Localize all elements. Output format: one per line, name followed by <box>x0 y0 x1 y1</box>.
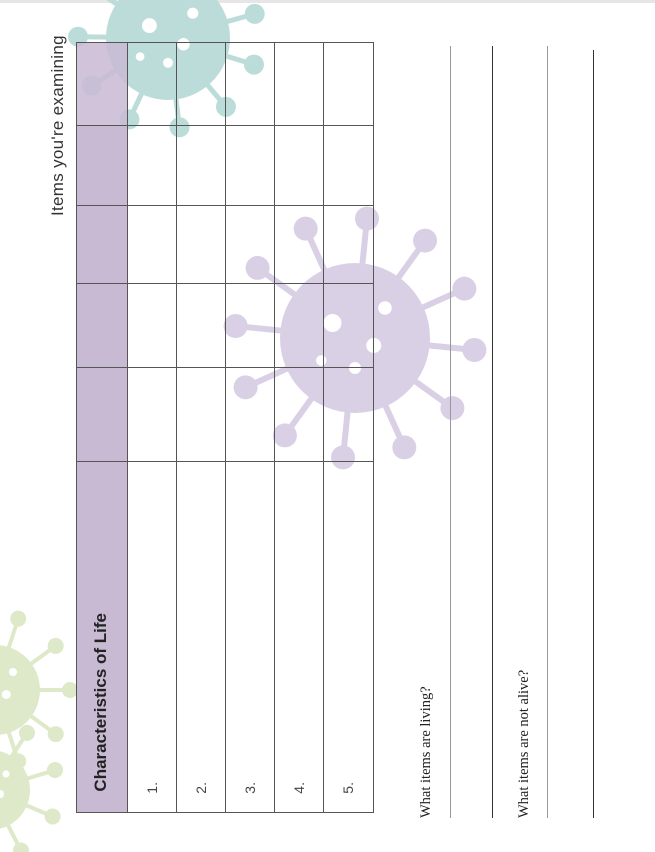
virus-purple-icon <box>223 206 487 470</box>
table-cell[interactable] <box>323 205 374 284</box>
answer-line-living-2[interactable] <box>492 46 493 818</box>
table-cell[interactable] <box>225 42 275 126</box>
table-cell[interactable] <box>127 42 177 126</box>
table-cell[interactable] <box>176 205 226 284</box>
virus-green-icon <box>0 610 78 770</box>
table-cell[interactable] <box>176 367 226 462</box>
answer-line-not-alive-2[interactable] <box>593 50 594 818</box>
table-cell[interactable] <box>225 205 275 284</box>
table-cell[interactable] <box>323 283 374 368</box>
question-not-alive: What items are not alive? <box>516 669 532 818</box>
table-cell[interactable] <box>274 205 324 284</box>
table-cell[interactable] <box>274 42 324 126</box>
items-examining-label: Items you're examining <box>48 35 67 216</box>
table-cell[interactable] <box>176 283 226 368</box>
row-number: 5. <box>340 782 356 794</box>
row-number: 3. <box>242 782 258 794</box>
item-header-cell <box>76 283 128 368</box>
table-cell[interactable] <box>274 125 324 206</box>
row-number: 4. <box>291 782 307 794</box>
characteristic-row-label[interactable]: 2. <box>176 461 226 813</box>
characteristic-row-label[interactable]: 5. <box>323 461 374 813</box>
table-title-cell: Characteristics of Life <box>76 461 128 813</box>
row-number: 1. <box>144 782 160 794</box>
table-cell[interactable] <box>274 283 324 368</box>
table-cell[interactable] <box>127 283 177 368</box>
table-cell[interactable] <box>127 205 177 284</box>
virus-green-icon-2 <box>0 724 64 852</box>
table-cell[interactable] <box>176 125 226 206</box>
table-cell[interactable] <box>323 42 374 126</box>
table-cell[interactable] <box>225 125 275 206</box>
table-cell[interactable] <box>127 125 177 206</box>
table-cell[interactable] <box>274 367 324 462</box>
answer-line-living-1[interactable] <box>450 46 451 818</box>
table-cell[interactable] <box>127 367 177 462</box>
page-top-edge <box>0 0 655 3</box>
table-cell[interactable] <box>225 367 275 462</box>
item-header-cell <box>76 367 128 462</box>
table-cell[interactable] <box>225 283 275 368</box>
row-number: 2. <box>193 782 209 794</box>
item-header-cell <box>76 205 128 284</box>
answer-line-not-alive-1[interactable] <box>547 46 548 818</box>
table-title: Characteristics of Life <box>91 613 110 792</box>
table-cell[interactable] <box>176 42 226 126</box>
characteristic-row-label[interactable]: 3. <box>225 461 275 813</box>
item-header-cell <box>76 125 128 206</box>
item-header-cell <box>76 42 128 126</box>
characteristic-row-label[interactable]: 4. <box>274 461 324 813</box>
characteristic-row-label[interactable]: 1. <box>127 461 177 813</box>
question-living: What items are living? <box>418 686 434 818</box>
table-cell[interactable] <box>323 367 374 462</box>
table-cell[interactable] <box>323 125 374 206</box>
